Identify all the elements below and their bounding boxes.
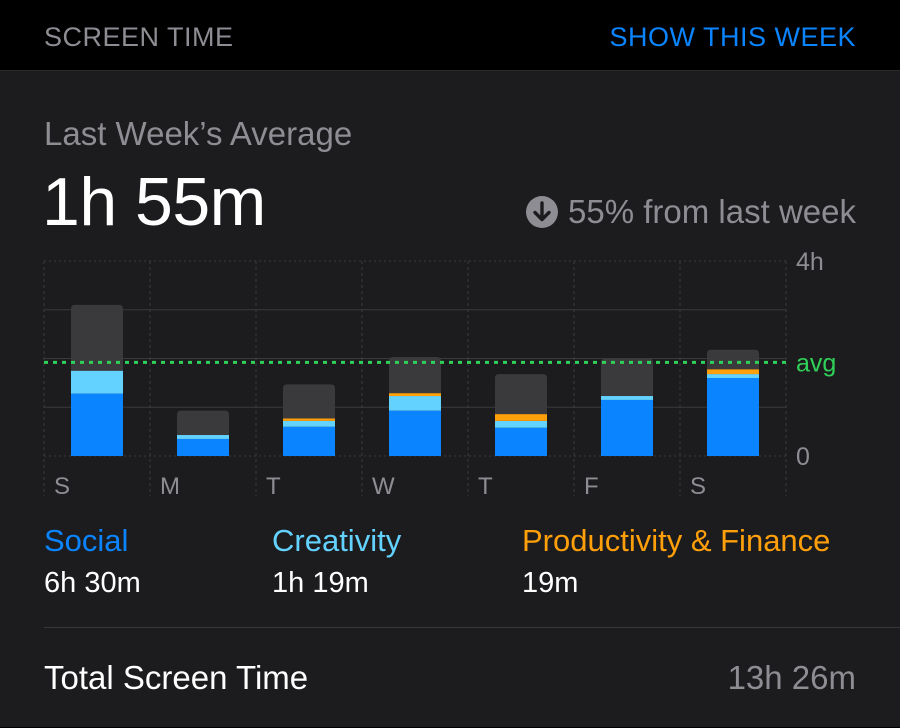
- x-tick-label: M: [160, 473, 180, 500]
- bar-segment: [707, 378, 759, 456]
- bar-segment: [177, 435, 229, 439]
- bar-segment: [283, 426, 335, 456]
- bar-segment: [177, 438, 229, 456]
- legend-item-creativity: Creativity 1h 19m: [272, 523, 401, 600]
- bar-segment: [707, 369, 759, 375]
- x-tick-label: T: [478, 473, 493, 500]
- bar-segment: [389, 393, 441, 397]
- bar-segment: [495, 427, 547, 456]
- show-this-week-button[interactable]: SHOW THIS WEEK: [609, 22, 856, 52]
- bar-segment: [389, 410, 441, 456]
- screen-time-card[interactable]: Last Week’s Average 1h 55m 55% from last…: [0, 70, 900, 727]
- bar-segment: [283, 418, 335, 421]
- average-label: avg: [796, 349, 836, 377]
- bar-segment: [495, 414, 547, 421]
- total-screen-time-value: 13h 26m: [727, 659, 856, 696]
- legend-name: Creativity: [272, 523, 402, 558]
- bar-segment: [71, 304, 123, 371]
- y-tick-label: 4h: [796, 251, 824, 276]
- bar-segment: [389, 357, 441, 394]
- bar-segment: [71, 393, 123, 456]
- x-tick-label: F: [584, 473, 599, 500]
- average-value: 1h 55m: [42, 164, 266, 240]
- legend-value: 6h 30m: [44, 567, 141, 599]
- legend-value: 19m: [522, 567, 579, 599]
- bar-segment: [601, 358, 653, 397]
- legend-item-productivity-finance: Productivity & Finance 19m: [522, 523, 830, 600]
- weekly-change: 55% from last week: [526, 193, 856, 231]
- x-tick-label: S: [54, 473, 70, 500]
- bar-segment: [601, 399, 653, 456]
- bar-segment: [283, 420, 335, 427]
- bar-segment: [177, 410, 229, 436]
- section-title: SCREEN TIME: [44, 22, 234, 52]
- divider: [44, 627, 900, 628]
- arrow-down-circle-icon: [526, 196, 559, 228]
- x-tick-label: S: [690, 473, 706, 500]
- legend-item-social: Social 6h 30m: [44, 523, 141, 600]
- bar-segment: [283, 384, 335, 419]
- bar-segment: [495, 374, 547, 415]
- legend-name: Social: [44, 523, 129, 558]
- bar-segment: [707, 374, 759, 378]
- bar-segment: [601, 396, 653, 400]
- y-tick-label: 0: [796, 443, 810, 471]
- bar-segment: [495, 420, 547, 428]
- bar-segment: [71, 370, 123, 394]
- legend-name: Productivity & Finance: [522, 523, 831, 558]
- x-tick-label: T: [266, 473, 281, 500]
- weekly-change-text: 55% from last week: [568, 193, 856, 230]
- x-tick-label: W: [372, 473, 395, 500]
- bar-segment: [707, 349, 759, 370]
- header: SCREEN TIME SHOW THIS WEEK: [0, 0, 900, 70]
- average-subtitle: Last Week’s Average: [44, 115, 353, 152]
- total-screen-time-label: Total Screen Time: [44, 659, 309, 696]
- legend-value: 1h 19m: [272, 567, 369, 599]
- bar-segment: [389, 396, 441, 411]
